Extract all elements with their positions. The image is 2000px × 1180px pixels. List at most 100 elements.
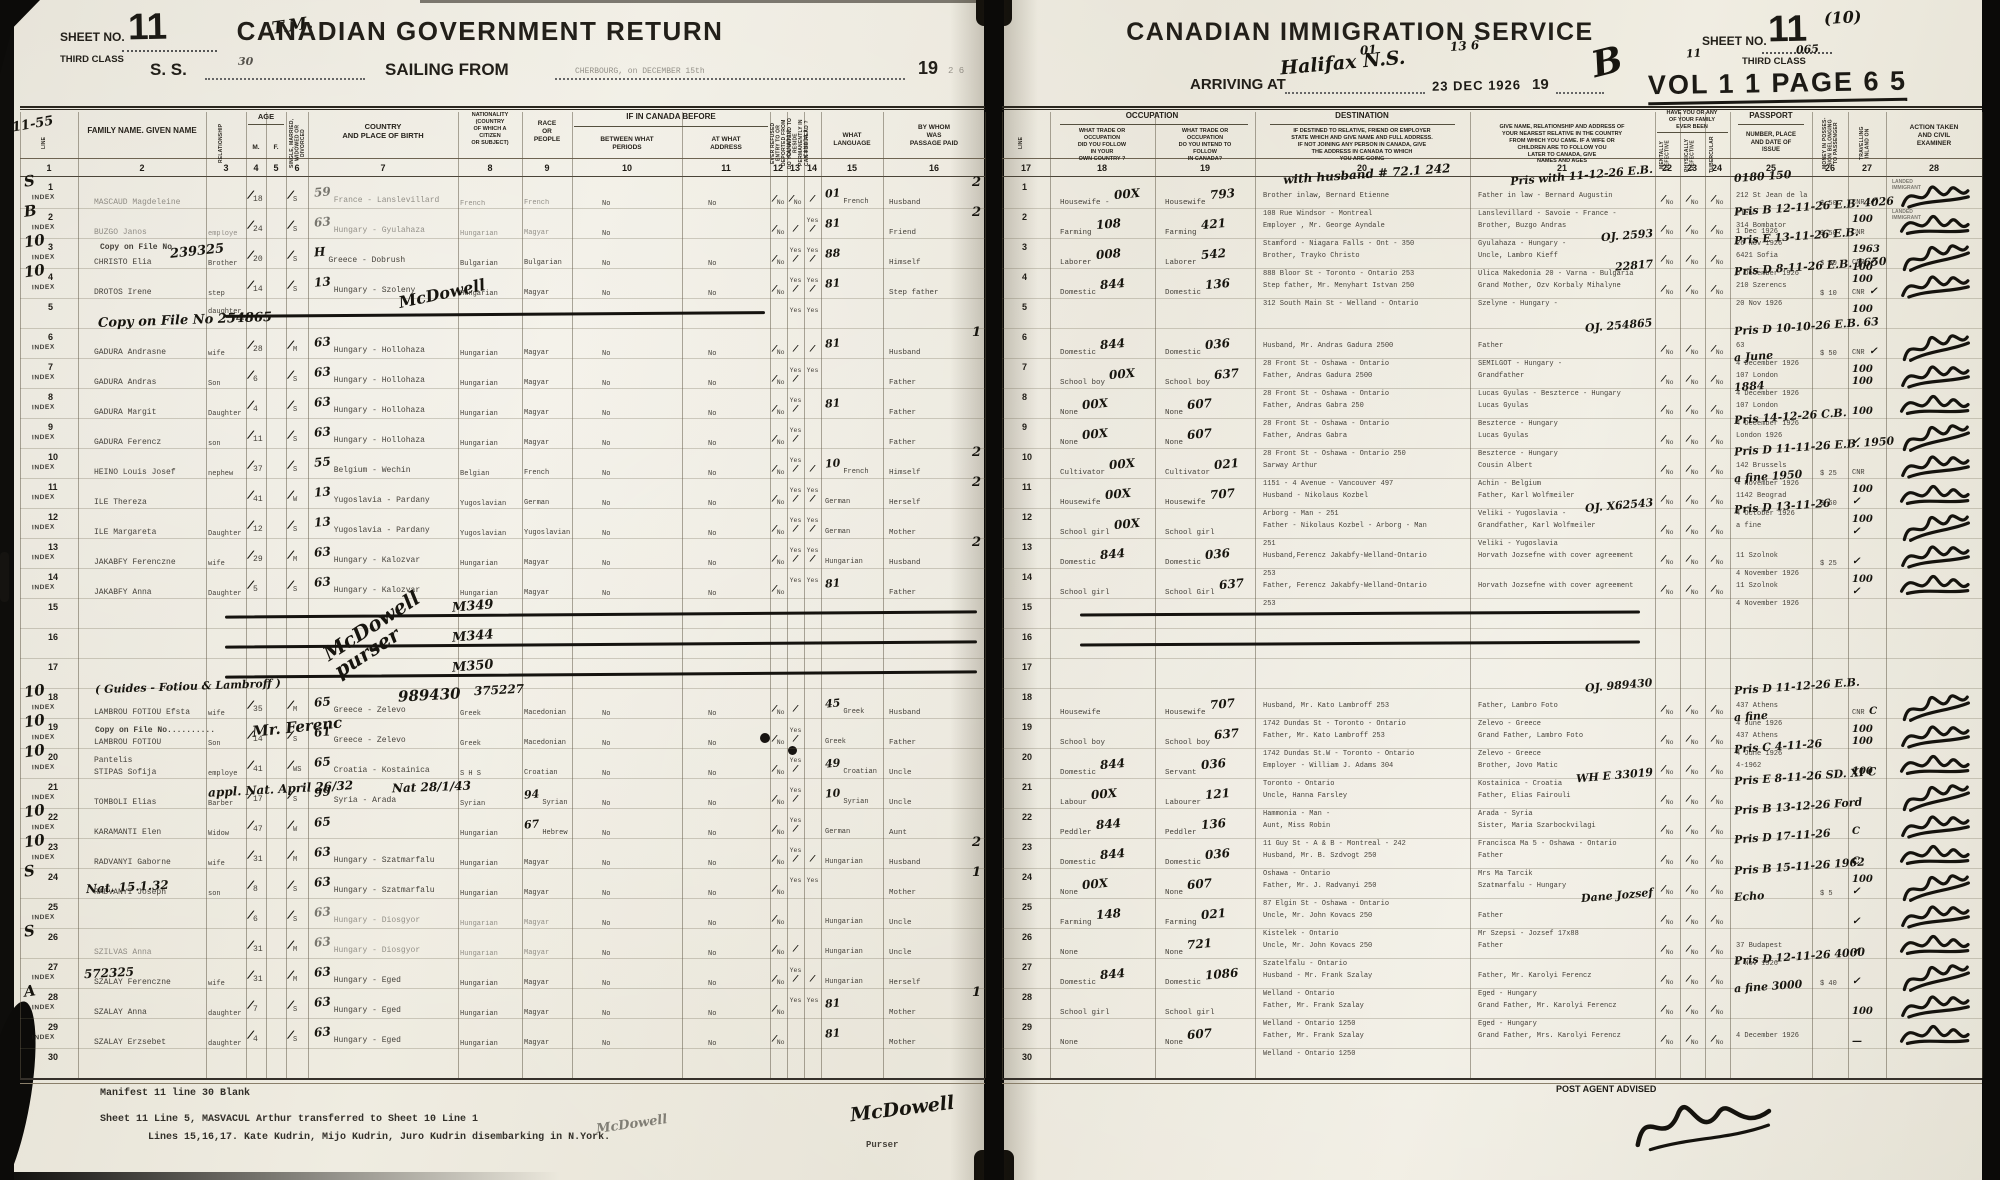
sailing-rule xyxy=(555,78,905,80)
cell-yesno: ∕Yes xyxy=(789,793,802,824)
cell-defective-no: ∕No xyxy=(1661,763,1674,776)
cell-travelling-inland: 100 xyxy=(1852,736,1873,747)
cell-travelling-inland: CNR C 100 xyxy=(1852,706,1878,735)
cell-language: 81 xyxy=(824,1026,841,1041)
table-rule xyxy=(1002,176,1982,177)
cell-travelling-inland: 100 xyxy=(1852,1006,1873,1017)
cell-defective-no: ∕No xyxy=(1686,1033,1699,1046)
cell-defective-no: ∕No xyxy=(1661,403,1674,416)
row-divider xyxy=(20,838,985,839)
cell-relationship: employe xyxy=(208,230,238,238)
cell-destination: Father, Ferencz Jakabfy-Welland-Ontario … xyxy=(1263,582,1427,608)
cell-nearest-relative: Father, Karl Wolfmeiler Veliki - Yugosla… xyxy=(1478,492,1575,518)
cell-in-canada-periods: No xyxy=(602,770,611,778)
cell-travelling-inland: ✓ xyxy=(1852,526,1861,537)
cell-occupation-canada: School boy 637 xyxy=(1165,725,1241,747)
column-header: NUMBER, PLACE AND DATE OF ISSUE xyxy=(1745,132,1796,153)
cell-action-signature xyxy=(1890,537,1980,569)
cell-passage-paid-by: Mother xyxy=(889,529,917,537)
cell-defective-no: ∕No xyxy=(1661,253,1674,266)
cell-age: ∕6 xyxy=(247,367,258,384)
cell-in-canada-periods: No xyxy=(602,380,611,388)
cell-defective-no: ∕No xyxy=(1711,823,1724,836)
cell-occupation-canada: Servant 036 xyxy=(1165,755,1227,777)
cell-occupation-own-country: Domestic 844 xyxy=(1060,275,1127,297)
cell-country-place-of-birth: 13Yugoslavia - Pardany xyxy=(313,514,430,535)
cell-nearest-relative: Grand Father, Mr. Karolyi Ferencz Eged -… xyxy=(1478,1002,1617,1028)
cell-language: 81 xyxy=(824,576,841,591)
cell-age: ∕4 xyxy=(247,1027,258,1044)
table-rule xyxy=(20,109,985,110)
cell-yesno: ∕Yes xyxy=(806,283,819,314)
cell-race: Magyar xyxy=(524,859,550,867)
cell-defective-no: ∕No xyxy=(1711,1003,1724,1016)
cell-yesno: ∕Yes xyxy=(789,463,802,494)
table-rule xyxy=(1002,109,1982,110)
column-number: 6 xyxy=(294,163,300,173)
examiner-signature xyxy=(1901,185,1970,209)
cell-defective-no: ∕No xyxy=(1686,763,1699,776)
cell-marital-status: ∕M xyxy=(287,547,298,564)
cell-action-signature xyxy=(1890,687,1980,722)
cell-destination: Husband,Ferencz Jakabfy-Welland-Ontario … xyxy=(1263,552,1427,578)
cell-marital-status: ∕S xyxy=(287,577,298,594)
column-header: F. xyxy=(273,144,279,151)
cell-destination: Uncle, Mr. John Kovacs 250 Szatelfalu - … xyxy=(1263,942,1373,968)
handwritten-annotation: 375227 xyxy=(473,681,525,699)
cell-nationality: Yugoslavian xyxy=(460,500,507,508)
cell-defective-no: ∕No xyxy=(1686,793,1699,806)
cell-travelling-inland: ✓ xyxy=(1852,436,1861,447)
cell-travelling-inland: ✓ xyxy=(1852,886,1861,897)
cell-family-given-name: HEINO Louis Josef xyxy=(94,468,176,477)
cell-destination: Father, Mr. Frank Szalay Welland - Ontar… xyxy=(1263,1032,1364,1058)
cell-age: ∕24 xyxy=(247,217,263,234)
cell-nationality: Hungarian xyxy=(460,890,498,898)
cell-money: $ 50 xyxy=(1820,350,1837,358)
cell-defective-no: ∕No xyxy=(1686,583,1699,596)
divider-cap-bottom xyxy=(974,1150,1014,1180)
cell-in-canada-periods: No xyxy=(602,260,611,268)
handwritten-annotation: 572325 xyxy=(83,964,135,982)
year-label-left: 19 xyxy=(918,58,939,78)
cell-passport: Echo xyxy=(1733,888,1765,905)
cell-in-canada-address: No xyxy=(708,410,717,418)
cell-yesno: ∕Yes xyxy=(789,853,802,884)
cell-money: $ 50 xyxy=(1820,230,1837,238)
cell-in-canada-address: No xyxy=(708,890,717,898)
column-header: M. xyxy=(252,144,260,151)
cell-line-number: 16 xyxy=(48,632,59,642)
group-rule xyxy=(1270,124,1455,125)
cell-destination: Step father, Mr. Menyhart Istvan 250 312… xyxy=(1263,282,1419,308)
cell-age: ∕12 xyxy=(247,517,263,534)
cell-nationality: Hungarian xyxy=(460,560,498,568)
row-divider xyxy=(1002,988,1982,989)
cell-nationality: Hungarian xyxy=(460,920,498,928)
examiner-signature xyxy=(1899,844,1970,866)
cell-action-signature xyxy=(1890,987,1980,1019)
cell-yesno: ∕Yes xyxy=(789,433,802,464)
cell-yesno: ∕Yes xyxy=(806,493,819,524)
row-divider xyxy=(1002,928,1982,929)
cell-family-given-name: STIPAS Sofija xyxy=(94,768,157,777)
cell-relationship: wife xyxy=(208,860,225,868)
cell-travelling-inland: — xyxy=(1852,1036,1862,1047)
cell-language: Hungarian xyxy=(825,858,863,866)
column-divider xyxy=(458,112,459,1078)
cell-occupation-own-country: School boy 00X xyxy=(1060,365,1137,387)
cell-line-number: 9 xyxy=(1022,422,1028,432)
cell-race: Croatian xyxy=(524,769,558,777)
cell-yesno: ∕Yes xyxy=(806,853,819,884)
cell-in-canada-address: No xyxy=(708,770,717,778)
column-divider xyxy=(1255,112,1256,1078)
cell-yesno: ∕Yes xyxy=(806,253,819,284)
cell-age: ∕4 xyxy=(247,397,258,414)
cell-occupation-canada: Domestic 036 xyxy=(1165,545,1232,567)
cell-passport: a fine 3000 xyxy=(1733,977,1803,996)
column-number: 8 xyxy=(487,163,493,173)
cell-marital-status: ∕M xyxy=(287,967,298,984)
cell-yesno: ∕Yes xyxy=(806,973,819,1004)
cell-country-place-of-birth: 63Hungary - Szatmarfalu xyxy=(313,874,435,895)
cell-nearest-relative: Uncle, Lambro Kieff Ulica Makedonia 20 -… xyxy=(1478,226,1654,278)
cell-defective-no: ∕No xyxy=(1711,373,1724,386)
column-number: 26 xyxy=(1824,163,1836,173)
